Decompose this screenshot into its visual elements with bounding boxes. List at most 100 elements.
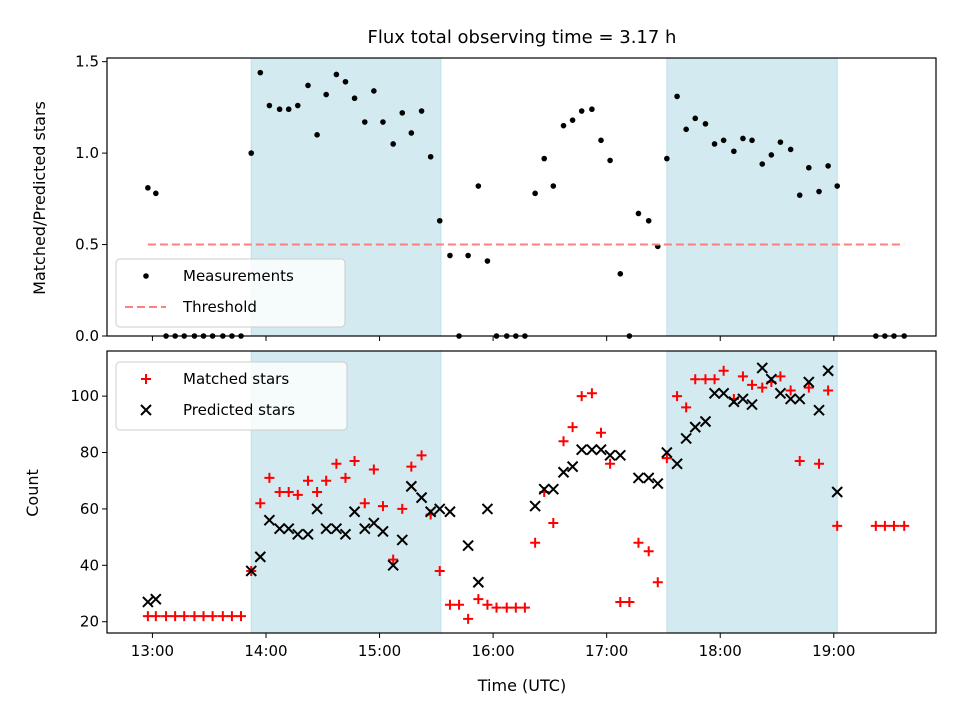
data-point	[161, 611, 172, 622]
data-point	[388, 554, 399, 565]
y-tick-label: 1.0	[75, 144, 99, 162]
data-point	[834, 183, 841, 189]
data-point	[226, 611, 237, 622]
top-panel: 0.0 0.5 1.0 1.5 Measurements Threshold	[75, 53, 937, 345]
data-point	[282, 522, 295, 535]
data-point	[796, 192, 803, 198]
data-point	[575, 443, 588, 456]
data-point	[377, 501, 388, 512]
data-point	[785, 385, 796, 396]
data-point	[680, 432, 692, 445]
x-tick-label: 19:00	[812, 642, 855, 660]
y-tick-label: 80	[80, 444, 99, 462]
data-point	[255, 498, 266, 509]
series-measurements	[145, 69, 908, 339]
data-point	[491, 602, 502, 613]
data-point	[683, 126, 689, 133]
data-point	[153, 190, 159, 197]
data-point	[427, 153, 434, 160]
data-point	[645, 217, 652, 224]
data-point	[671, 458, 683, 470]
series-predicted-stars	[142, 362, 843, 608]
data-point	[330, 522, 343, 535]
data-point	[348, 506, 361, 518]
data-point	[681, 402, 692, 413]
data-point	[454, 599, 465, 610]
data-point	[145, 185, 151, 191]
data-point	[557, 466, 570, 478]
data-point	[774, 387, 787, 400]
data-point	[777, 139, 784, 145]
data-point	[560, 122, 567, 129]
data-point	[274, 487, 285, 497]
data-point	[434, 565, 445, 576]
legend-label: Measurements	[183, 267, 294, 285]
data-point	[605, 458, 616, 469]
data-point	[661, 446, 673, 459]
x-tick-label: 15:00	[358, 642, 401, 660]
data-point	[567, 422, 578, 433]
y-tick-label: 100	[70, 387, 99, 405]
data-point	[377, 525, 389, 538]
data-point	[558, 436, 569, 447]
data-point	[339, 528, 352, 541]
data-point	[624, 596, 635, 607]
data-point	[418, 108, 425, 114]
data-point	[217, 611, 228, 622]
data-point	[333, 71, 340, 78]
data-point	[814, 458, 825, 469]
data-point	[689, 421, 701, 433]
data-point	[664, 155, 670, 162]
data-point	[803, 376, 815, 388]
data-point	[349, 455, 360, 466]
data-point	[170, 611, 181, 622]
data-point	[749, 137, 755, 144]
legend-box	[115, 258, 346, 328]
data-point	[831, 486, 843, 498]
data-point	[737, 393, 749, 405]
data-point	[266, 102, 273, 109]
data-point	[294, 102, 301, 109]
data-point	[547, 483, 560, 495]
data-point	[550, 183, 557, 189]
data-point	[340, 472, 351, 483]
data-point	[595, 443, 607, 456]
data-point	[236, 611, 247, 622]
x-tick-label: 17:00	[585, 642, 628, 660]
data-point	[424, 506, 437, 518]
data-point	[415, 491, 428, 504]
data-point	[475, 183, 482, 189]
data-point	[408, 130, 415, 136]
data-point	[530, 537, 541, 548]
data-point	[806, 164, 812, 171]
data-point	[598, 137, 604, 144]
data-point	[444, 506, 456, 518]
data-point	[447, 252, 453, 259]
data-point	[720, 137, 727, 144]
legend-box	[115, 361, 348, 431]
x-tick-label: 14:00	[244, 642, 287, 660]
data-point	[179, 611, 190, 622]
data-point	[397, 503, 408, 514]
data-point	[396, 534, 408, 546]
data-point	[759, 161, 766, 167]
data-point	[198, 611, 209, 622]
data-point	[617, 271, 624, 277]
data-point	[273, 522, 286, 535]
data-point	[888, 520, 899, 531]
data-point	[311, 503, 323, 515]
data-point	[371, 88, 377, 94]
data-point	[652, 477, 664, 490]
data-point	[303, 475, 314, 486]
data-point	[756, 362, 768, 374]
legend-marker	[141, 374, 151, 384]
data-point	[740, 135, 746, 142]
legend-label: Predicted stars	[183, 401, 295, 419]
data-point	[323, 91, 329, 98]
y-tick-label: 1.5	[75, 53, 99, 71]
data-point	[207, 611, 218, 622]
data-point	[399, 110, 406, 116]
data-point	[709, 374, 720, 385]
data-point	[586, 443, 598, 456]
